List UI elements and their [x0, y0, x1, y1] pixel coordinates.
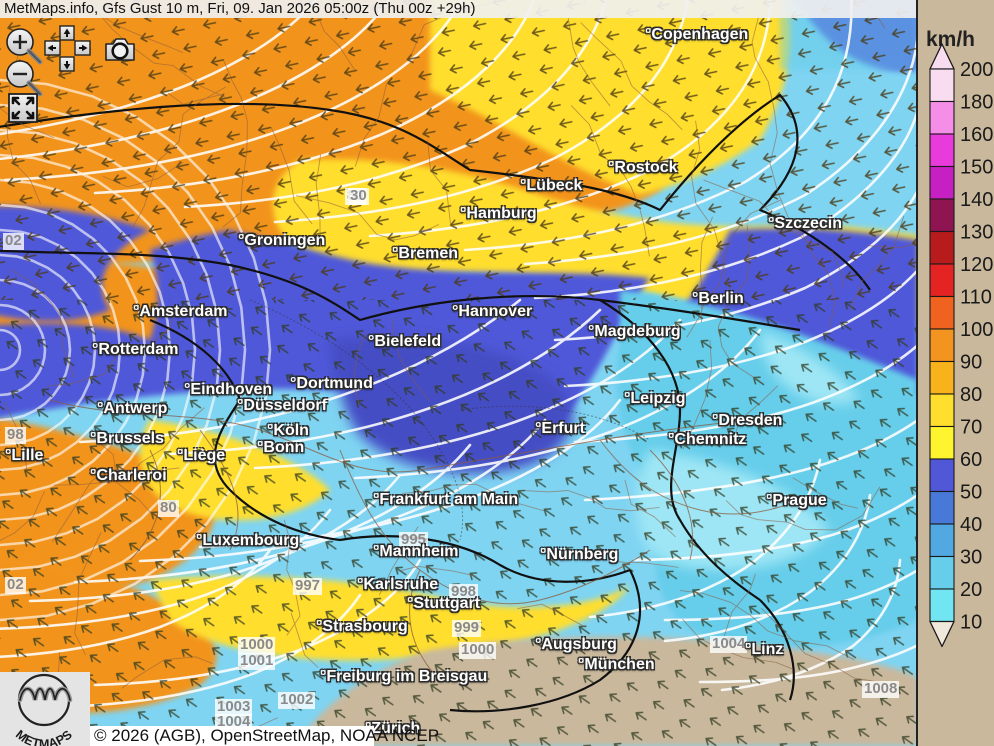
svg-text:40: 40 — [960, 514, 982, 536]
svg-text:METMAPS: METMAPS — [13, 727, 75, 746]
svg-text:130: 130 — [960, 222, 993, 244]
svg-text:150: 150 — [960, 157, 993, 179]
svg-text:200: 200 — [960, 59, 993, 81]
svg-text:90: 90 — [960, 352, 982, 374]
svg-text:100: 100 — [960, 319, 993, 341]
svg-text:10: 10 — [960, 612, 982, 634]
svg-text:70: 70 — [960, 417, 982, 439]
svg-text:110: 110 — [960, 287, 992, 309]
svg-text:60: 60 — [960, 449, 982, 471]
svg-text:160: 160 — [960, 124, 993, 146]
svg-text:80: 80 — [960, 384, 982, 406]
svg-text:120: 120 — [960, 254, 993, 276]
svg-text:180: 180 — [960, 92, 993, 114]
svg-text:20: 20 — [960, 579, 982, 601]
svg-text:140: 140 — [960, 189, 993, 211]
svg-text:50: 50 — [960, 482, 982, 504]
svg-text:30: 30 — [960, 547, 982, 569]
